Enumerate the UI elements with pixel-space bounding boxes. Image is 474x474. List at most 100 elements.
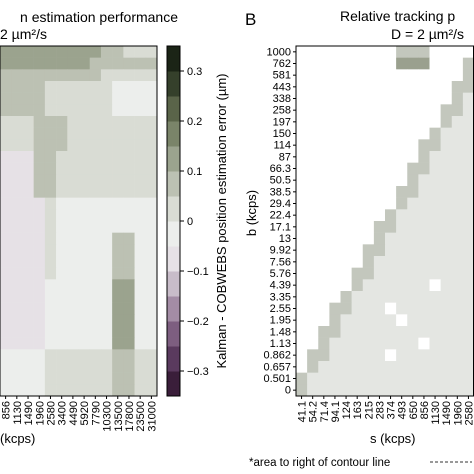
panel-a-cell [78, 302, 91, 315]
panel-b-cell [396, 46, 408, 58]
panel-b-cell [329, 57, 341, 70]
panel-b-cell [418, 209, 430, 222]
panel-a-cell [145, 279, 158, 292]
panel-a-cell [44, 151, 57, 163]
panel-a-cell [112, 256, 124, 268]
panel-a-cell [78, 221, 91, 233]
panel-a-cell [67, 221, 79, 233]
panel-a-cell [112, 291, 124, 303]
panel-b-cell [451, 116, 464, 128]
panel-b-cell [329, 116, 341, 128]
panel-b-cell [385, 337, 397, 350]
panel-b-y-tick-label: 1.13 [270, 338, 291, 350]
panel-a-cell [33, 46, 46, 58]
panel-b-x-tick-label: 283 [374, 401, 386, 419]
panel-b-cell [318, 186, 330, 198]
panel-b-cell [418, 57, 430, 70]
panel-a-cell [0, 279, 12, 292]
panel-a-heatmap [0, 45, 158, 397]
panel-b-cell [318, 232, 330, 245]
panel-b-cell [396, 337, 408, 350]
panel-b-cell [340, 92, 352, 105]
panel-a-cell [100, 326, 113, 338]
panel-b-cell [440, 57, 453, 70]
panel-b-cell [373, 127, 386, 140]
panel-b-cell [362, 256, 375, 268]
panel-a-cell [11, 116, 23, 128]
panel-b-cell [307, 174, 319, 187]
panel-b-x-tick-label: 1130 [430, 401, 442, 425]
panel-b-cell [373, 337, 386, 350]
panel-b-cell [318, 57, 330, 70]
panel-a-cell [22, 291, 34, 303]
panel-b-cell [318, 69, 330, 82]
panel-a-cell [44, 57, 57, 70]
panel-a-cell [112, 314, 124, 327]
panel-a-cell [44, 46, 57, 58]
panel-b-cell [340, 69, 352, 82]
panel-a-cell [134, 337, 147, 350]
panel-b-cell [318, 92, 330, 105]
panel-b-cell [362, 127, 375, 140]
panel-a-cell [89, 151, 102, 163]
panel-b-cell [373, 349, 386, 362]
panel-b-cell [396, 361, 408, 373]
panel-b-cell [307, 291, 319, 303]
panel-b-cell [296, 209, 308, 222]
panel-b-cell [429, 244, 441, 257]
panel-b-cell [362, 372, 375, 385]
panel-b-cell [340, 116, 352, 128]
panel-b-cell [373, 267, 386, 280]
panel-b-cell [429, 256, 441, 268]
panel-a-cell [78, 232, 91, 245]
panel-b-cell [429, 349, 441, 362]
panel-a-cell [78, 197, 91, 210]
panel-a-cell [22, 127, 34, 140]
panel-a-cell [67, 116, 79, 128]
panel-b-cell [296, 57, 308, 70]
panel-b-cell [451, 57, 464, 70]
panel-a-cell [0, 244, 12, 257]
panel-b-y-tick-label: 1.95 [270, 315, 291, 327]
panel-b-cell [429, 162, 441, 175]
panel-a-cell [67, 372, 79, 385]
panel-b-cell [429, 232, 441, 245]
panel-a-cell [11, 256, 23, 268]
panel-b-cell [296, 291, 308, 303]
panel-b-y-tick-label: 0.501 [263, 373, 291, 385]
panel-a-cell [56, 186, 68, 198]
panel-b-cell [340, 267, 352, 280]
panel-b-cell [373, 139, 386, 152]
panel-b-x-tick-label: 163 [352, 401, 364, 419]
panel-a-cell [67, 314, 79, 327]
panel-b-x-tick-label: 2580 [463, 401, 474, 425]
panel-a-cell [134, 279, 147, 292]
panel-b-y-tick-label: 29.4 [270, 198, 291, 210]
panel-b-cell [396, 139, 408, 152]
panel-b-cell [362, 267, 375, 280]
panel-b-cell [307, 81, 319, 93]
panel-a-cell [67, 186, 79, 198]
panel-a-cell [67, 162, 79, 175]
panel-a-cell [145, 46, 158, 58]
panel-b-cell [329, 139, 341, 152]
panel-b-cell [329, 256, 341, 268]
panel-a-cell [100, 279, 113, 292]
panel-a-x-tick-label: 1130 [12, 401, 24, 425]
panel-a-cell [123, 92, 135, 105]
panel-b-y-tick-label: 338 [273, 93, 291, 105]
panel-a-cell [78, 151, 91, 163]
panel-b-cell [462, 162, 474, 175]
panel-a-cell [112, 349, 124, 362]
panel-a-title-line1: n estimation performance [20, 9, 178, 25]
panel-b-cell [362, 302, 375, 315]
colorbar-tick-label: −0.3 [187, 366, 209, 378]
panel-b-cell [440, 92, 453, 105]
panel-b-cell [373, 174, 386, 187]
panel-b-cell [318, 151, 330, 163]
panel-a-cell [145, 314, 158, 327]
panel-b-cell [407, 139, 419, 152]
panel-a-cell [11, 314, 23, 327]
panel-b-cell [440, 221, 453, 233]
panel-a-cell [78, 372, 91, 385]
